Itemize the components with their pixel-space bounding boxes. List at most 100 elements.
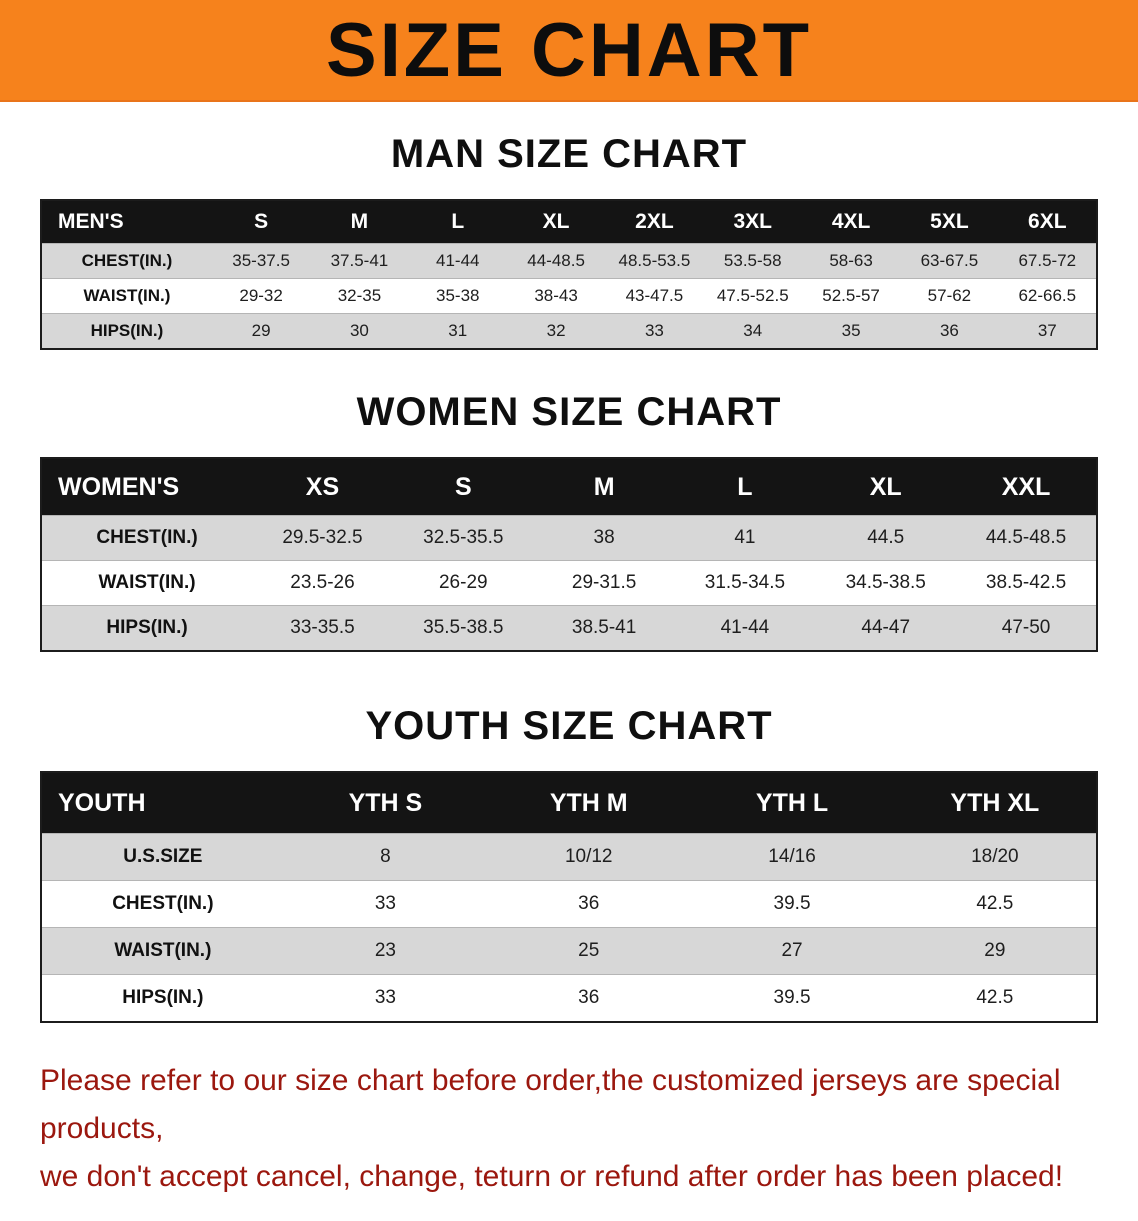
- row-label-cell: CHEST(IN.): [41, 515, 253, 561]
- size-value-cell: 35-38: [408, 278, 507, 314]
- size-value-cell: 39.5: [690, 880, 894, 928]
- row-label-cell: WAIST(IN.): [41, 927, 284, 975]
- size-value-cell: 38: [533, 515, 675, 561]
- size-value-cell: 32: [506, 313, 606, 349]
- size-row: WAIST(IN.) 29-32 32-35 35-38 38-43 43-47.5 47.…: [41, 278, 1097, 314]
- size-value-cell: 39.5: [690, 974, 894, 1022]
- size-column-header: XL: [506, 200, 606, 244]
- size-row: U.S.SIZE 8 10/12 14/16 18/20: [41, 833, 1097, 881]
- size-value-cell: 29.5-32.5: [252, 515, 393, 561]
- size-value-cell: 37.5-41: [310, 243, 409, 279]
- size-column-header: 2XL: [605, 200, 704, 244]
- size-column-header: 4XL: [801, 200, 901, 244]
- size-column-header: 3XL: [703, 200, 802, 244]
- size-value-cell: 42.5: [893, 974, 1097, 1022]
- row-label-cell: CHEST(IN.): [41, 243, 212, 279]
- table-title-cell: MEN'S: [41, 200, 212, 244]
- footer-notice-line-2: we don't accept cancel, change, teturn o…: [40, 1160, 1064, 1193]
- size-value-cell: 57-62: [900, 278, 999, 314]
- size-value-cell: 44-47: [815, 605, 957, 651]
- size-value-cell: 44.5: [815, 515, 957, 561]
- men-section-title: MAN SIZE CHART: [390, 132, 748, 176]
- size-value-cell: 25: [487, 927, 691, 975]
- size-value-cell: 36: [900, 313, 999, 349]
- size-value-cell: 44-48.5: [506, 243, 606, 279]
- youth-size-section: YOUTH SIZE CHART YOUTH YTH S YTH M YTH L YTH…: [0, 704, 1138, 1023]
- banner: SIZE CHART: [0, 0, 1138, 102]
- size-value-cell: 33-35.5: [252, 605, 393, 651]
- size-value-cell: 52.5-57: [801, 278, 901, 314]
- size-column-header: XXL: [956, 458, 1097, 516]
- size-value-cell: 32-35: [310, 278, 409, 314]
- footer-notice: Please refer to our size chart before or…: [40, 1057, 1100, 1201]
- size-value-cell: 29-32: [211, 278, 311, 314]
- size-value-cell: 33: [283, 974, 488, 1022]
- size-value-cell: 26-29: [392, 560, 534, 606]
- size-value-cell: 35: [801, 313, 901, 349]
- row-label-cell: HIPS(IN.): [41, 605, 253, 651]
- size-value-cell: 14/16: [690, 833, 894, 881]
- size-value-cell: 41-44: [674, 605, 816, 651]
- size-column-header: 6XL: [998, 200, 1097, 244]
- table-title-cell: YOUTH: [41, 772, 284, 834]
- size-value-cell: 34: [703, 313, 802, 349]
- size-value-cell: 53.5-58: [703, 243, 802, 279]
- size-value-cell: 10/12: [487, 833, 691, 881]
- size-value-cell: 29-31.5: [533, 560, 675, 606]
- table-title-cell: WOMEN'S: [41, 458, 253, 516]
- size-row: WAIST(IN.) 23 25 27 29: [41, 927, 1097, 975]
- size-column-header: S: [392, 458, 534, 516]
- table-header-row: WOMEN'S XS S M L XL XXL: [41, 458, 1097, 516]
- size-column-header: YTH S: [283, 772, 488, 834]
- men-size-section: MAN SIZE CHART MEN'S S M L XL 2XL 3XL 4XL 5XL 6XL…: [0, 132, 1138, 350]
- size-value-cell: 42.5: [893, 880, 1097, 928]
- size-column-header: M: [533, 458, 675, 516]
- women-size-section: WOMEN SIZE CHART WOMEN'S XS S M L XL XXL CHEST(…: [0, 390, 1138, 652]
- size-value-cell: 33: [605, 313, 704, 349]
- size-value-cell: 30: [310, 313, 409, 349]
- footer-notice-line-1: Please refer to our size chart before or…: [40, 1064, 1061, 1145]
- size-value-cell: 47.5-52.5: [703, 278, 802, 314]
- size-row: HIPS(IN.) 29 30 31 32 33 34 35 36 37: [41, 313, 1097, 349]
- row-label-cell: CHEST(IN.): [41, 880, 284, 928]
- page-title: SIZE CHART: [326, 7, 812, 93]
- size-column-header: L: [408, 200, 507, 244]
- size-value-cell: 43-47.5: [605, 278, 704, 314]
- men-size-table: MEN'S S M L XL 2XL 3XL 4XL 5XL 6XL CHEST(IN.) 35-37…: [40, 199, 1098, 350]
- size-value-cell: 38-43: [506, 278, 606, 314]
- size-column-header: 5XL: [900, 200, 999, 244]
- size-value-cell: 34.5-38.5: [815, 560, 957, 606]
- size-value-cell: 29: [211, 313, 311, 349]
- size-column-header: S: [211, 200, 311, 244]
- size-value-cell: 23: [283, 927, 488, 975]
- row-label-cell: U.S.SIZE: [41, 833, 284, 881]
- size-value-cell: 36: [487, 974, 691, 1022]
- table-header-row: YOUTH YTH S YTH M YTH L YTH XL: [41, 772, 1097, 834]
- size-value-cell: 31.5-34.5: [674, 560, 816, 606]
- row-label-cell: HIPS(IN.): [41, 974, 284, 1022]
- size-column-header: YTH L: [690, 772, 894, 834]
- size-value-cell: 33: [283, 880, 488, 928]
- size-row: HIPS(IN.) 33-35.5 35.5-38.5 38.5-41 41-44 44-…: [41, 605, 1097, 651]
- row-label-cell: WAIST(IN.): [41, 278, 212, 314]
- size-row: CHEST(IN.) 35-37.5 37.5-41 41-44 44-48.5 48.5…: [41, 243, 1097, 279]
- size-value-cell: 41-44: [408, 243, 507, 279]
- size-column-header: XL: [815, 458, 957, 516]
- size-value-cell: 38.5-41: [533, 605, 675, 651]
- size-column-header: L: [674, 458, 816, 516]
- size-value-cell: 41: [674, 515, 816, 561]
- women-section-title: WOMEN SIZE CHART: [356, 390, 782, 434]
- size-value-cell: 67.5-72: [998, 243, 1097, 279]
- size-value-cell: 23.5-26: [252, 560, 393, 606]
- size-value-cell: 36: [487, 880, 691, 928]
- youth-section-title: YOUTH SIZE CHART: [365, 704, 773, 748]
- row-label-cell: HIPS(IN.): [41, 313, 212, 349]
- size-row: CHEST(IN.) 33 36 39.5 42.5: [41, 880, 1097, 928]
- size-value-cell: 35-37.5: [211, 243, 311, 279]
- size-value-cell: 62-66.5: [998, 278, 1097, 314]
- size-value-cell: 32.5-35.5: [392, 515, 534, 561]
- size-row: HIPS(IN.) 33 36 39.5 42.5: [41, 974, 1097, 1022]
- women-size-table: WOMEN'S XS S M L XL XXL CHEST(IN.) 29.5-32.5 32.5…: [40, 457, 1098, 652]
- size-value-cell: 18/20: [893, 833, 1097, 881]
